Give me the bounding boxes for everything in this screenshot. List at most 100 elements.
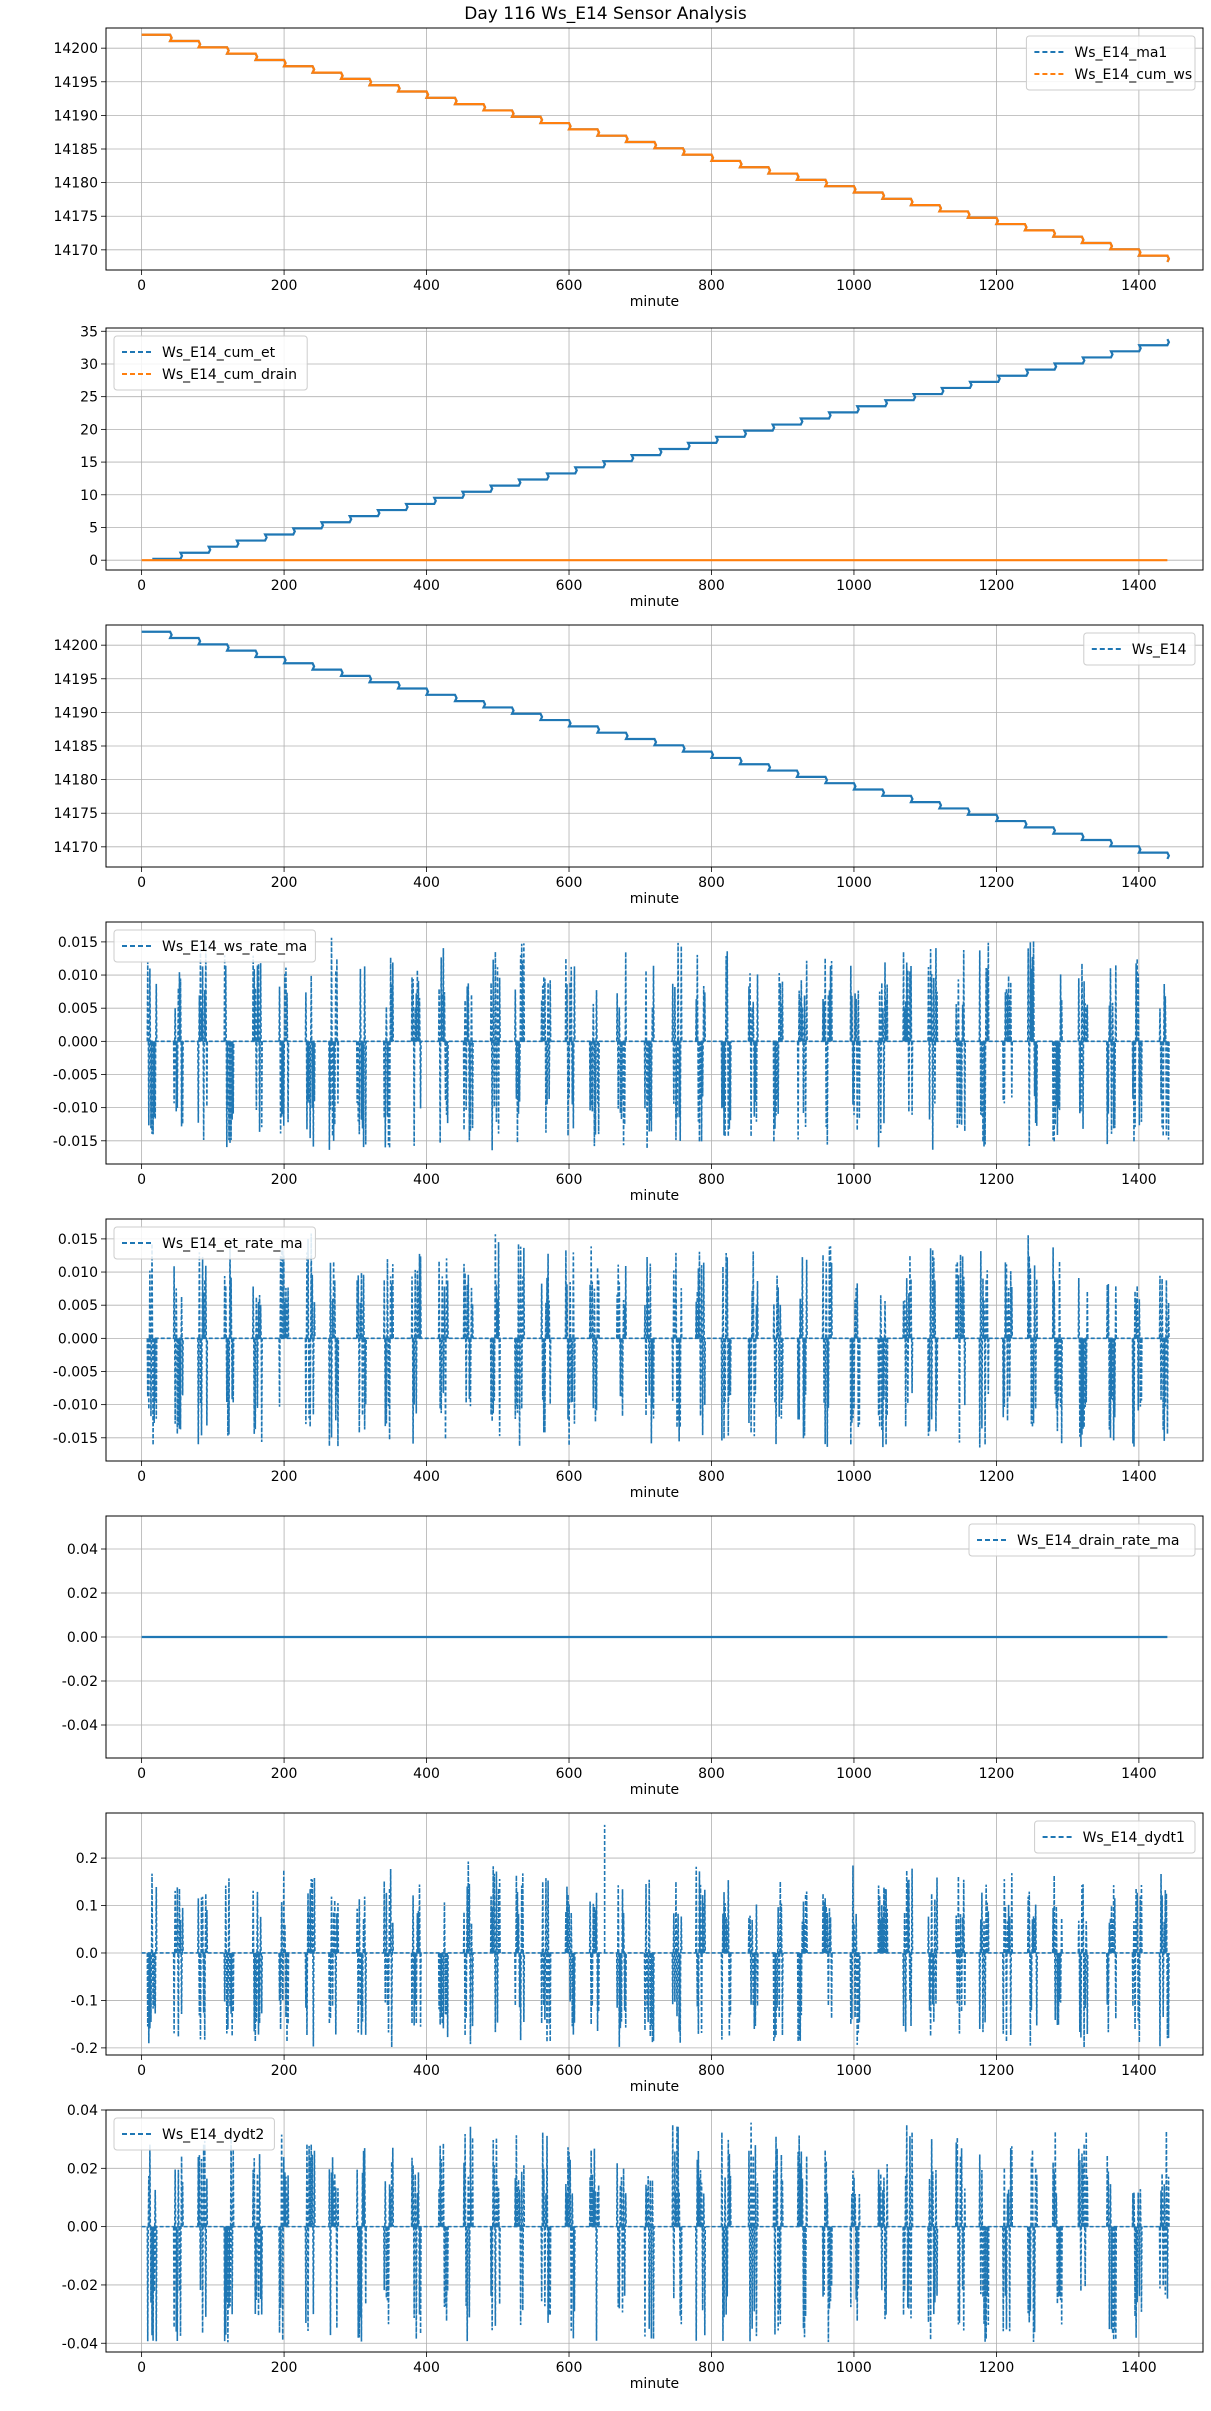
y-tick-label: -0.005 <box>53 1067 98 1083</box>
x-tick-label: 400 <box>413 875 440 891</box>
axes-frame <box>105 624 1204 868</box>
x-tick-label: 0 <box>137 2063 146 2079</box>
x-axis-label: minute <box>630 2079 679 2095</box>
legend: Ws_E14_dydt2 <box>113 2117 275 2151</box>
x-tick-label: 1200 <box>979 2360 1015 2376</box>
x-tick-label: 600 <box>556 1172 583 1188</box>
legend: Ws_E14 <box>1083 632 1196 666</box>
chart-panel-7: 0 200 400 600 800 1000 1200 1400 -0.2 -0.1 0.0 0.1 0… <box>71 1812 1204 2095</box>
series-line-ws-e14-dydt1 <box>141 1824 1170 2048</box>
y-tick-label: 14200 <box>53 638 98 654</box>
legend-entry: Ws_E14_cum_drain <box>162 367 297 383</box>
y-tick-label: 5 <box>89 520 98 536</box>
y-tick-label: 0.000 <box>58 1331 98 1347</box>
legend-entry: Ws_E14_dydt2 <box>162 2127 264 2143</box>
axes-frame <box>105 1812 1204 2056</box>
y-tick-label: 0.1 <box>76 1899 98 1915</box>
y-tick-label: 0.000 <box>58 1034 98 1050</box>
y-tick-label: 14175 <box>53 209 98 225</box>
x-tick-label: 1000 <box>836 875 872 891</box>
y-tick-label: -0.2 <box>71 2041 98 2057</box>
legend-entry: Ws_E14 <box>1132 642 1187 658</box>
x-tick-label: 1200 <box>979 1766 1015 1782</box>
x-tick-label: 1400 <box>1121 1172 1157 1188</box>
chart-panel-4: 0 200 400 600 800 1000 1200 1400 -0.015 -0.010 -0.… <box>53 921 1204 1204</box>
series-line-ws-e14-cum-ws <box>141 33 1171 263</box>
x-tick-label: 400 <box>413 1172 440 1188</box>
y-tick-label: 25 <box>80 390 98 406</box>
chart-panel-5: 0 200 400 600 800 1000 1200 1400 -0.015 -0.010 -0.… <box>53 1218 1204 1501</box>
chart-panel-3: 0 200 400 600 800 1000 1200 1400 14170 14175 14180… <box>53 624 1204 907</box>
y-tick-label: -0.1 <box>71 1993 98 2009</box>
x-tick-label: 1000 <box>836 1766 872 1782</box>
x-tick-label: 1200 <box>979 2063 1015 2079</box>
chart-panel-6: 0 200 400 600 800 1000 1200 1400 -0.04 -0.02 0.00 0… <box>62 1515 1204 1798</box>
y-tick-label: -0.04 <box>62 2336 98 2352</box>
axes-frame <box>105 327 1204 571</box>
x-tick-label: 1000 <box>836 2360 872 2376</box>
y-tick-label: 14180 <box>53 773 98 789</box>
x-axis-label: minute <box>630 1188 679 1204</box>
x-tick-label: 1400 <box>1121 2063 1157 2079</box>
y-tick-label: 14200 <box>53 41 98 57</box>
x-axis-label: minute <box>630 1485 679 1501</box>
x-tick-label: 1400 <box>1121 875 1157 891</box>
x-tick-label: 200 <box>271 2063 298 2079</box>
x-tick-label: 800 <box>698 278 725 294</box>
x-axis-label: minute <box>630 594 679 610</box>
y-tick-label: 0.005 <box>58 1001 98 1017</box>
legend: Ws_E14_et_rate_ma <box>113 1226 316 1260</box>
x-tick-label: 600 <box>556 578 583 594</box>
y-tick-label: 14185 <box>53 739 98 755</box>
x-tick-label: 200 <box>271 1766 298 1782</box>
x-tick-label: 200 <box>271 1469 298 1485</box>
x-tick-label: 400 <box>413 2063 440 2079</box>
y-tick-label: 10 <box>80 488 98 504</box>
x-tick-label: 200 <box>271 1172 298 1188</box>
x-tick-label: 400 <box>413 2360 440 2376</box>
y-tick-label: -0.04 <box>62 1718 98 1734</box>
x-tick-label: 800 <box>698 1172 725 1188</box>
legend-frame <box>113 2117 275 2151</box>
x-tick-label: 0 <box>137 1172 146 1188</box>
legend-entry: Ws_E14_dydt1 <box>1083 1830 1185 1846</box>
y-tick-label: 0.02 <box>67 2161 98 2177</box>
legend: Ws_E14_drain_rate_ma <box>968 1523 1196 1557</box>
series-line-ws-e14-cum-et <box>152 338 1171 560</box>
x-tick-label: 800 <box>698 578 725 594</box>
figure-title: Day 116 Ws_E14 Sensor Analysis <box>464 4 747 24</box>
y-tick-label: -0.010 <box>53 1398 98 1414</box>
x-tick-label: 800 <box>698 1766 725 1782</box>
y-tick-label: 20 <box>80 422 98 438</box>
legend: Ws_E14_ws_rate_ma <box>113 929 316 963</box>
x-axis-label: minute <box>630 891 679 907</box>
x-axis-label: minute <box>630 2376 679 2392</box>
axes-frame <box>105 27 1204 271</box>
x-tick-label: 0 <box>137 1469 146 1485</box>
x-tick-label: 600 <box>556 1469 583 1485</box>
axes-frame <box>105 921 1204 1165</box>
x-tick-label: 1000 <box>836 2063 872 2079</box>
y-tick-label: 14190 <box>53 705 98 721</box>
x-tick-label: 0 <box>137 578 146 594</box>
x-tick-label: 0 <box>137 1766 146 1782</box>
y-tick-label: 0.04 <box>67 2103 98 2119</box>
y-tick-label: 15 <box>80 455 98 471</box>
y-tick-label: 0.005 <box>58 1298 98 1314</box>
legend-frame <box>968 1523 1196 1557</box>
y-tick-label: -0.010 <box>53 1101 98 1117</box>
legend-entry: Ws_E14_drain_rate_ma <box>1017 1533 1179 1549</box>
x-tick-label: 1400 <box>1121 1766 1157 1782</box>
x-tick-label: 1400 <box>1121 1469 1157 1485</box>
y-tick-label: 35 <box>80 324 98 340</box>
series-line-ws-e14 <box>141 630 1171 860</box>
y-tick-label: -0.015 <box>53 1134 98 1150</box>
x-tick-label: 600 <box>556 2063 583 2079</box>
y-tick-label: 0 <box>89 553 98 569</box>
x-tick-label: 0 <box>137 875 146 891</box>
legend-entry: Ws_E14_et_rate_ma <box>162 1236 303 1252</box>
x-axis-label: minute <box>630 1782 679 1798</box>
legend-frame <box>1034 1820 1196 1854</box>
legend-frame <box>113 335 308 391</box>
